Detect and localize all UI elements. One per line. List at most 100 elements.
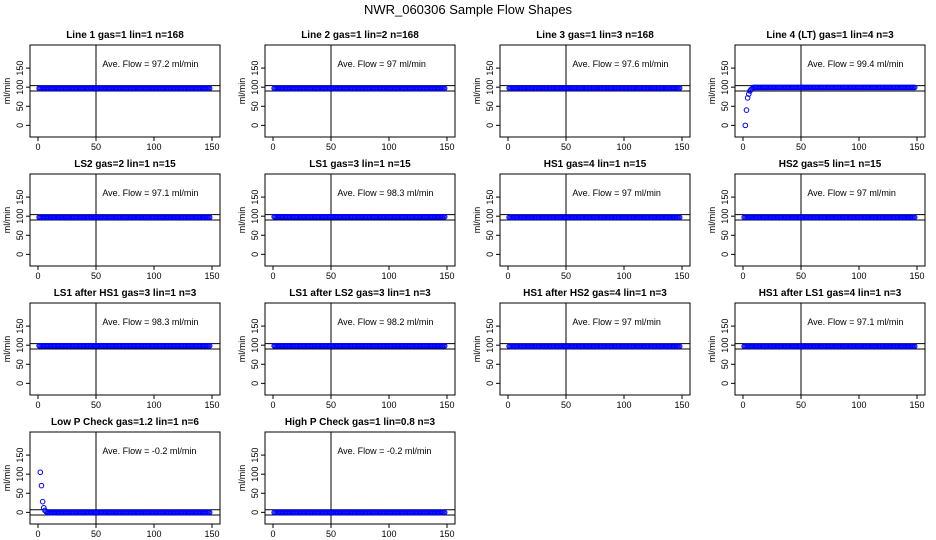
- y-tick-label: 0: [720, 252, 730, 257]
- x-tick-label: 0: [740, 142, 745, 152]
- y-tick-label: 100: [720, 80, 730, 95]
- average-flow-annotation: Ave. Flow = 97.1 ml/min: [102, 188, 198, 198]
- data-point: [441, 343, 448, 349]
- x-tick-label: 100: [381, 400, 396, 410]
- x-tick-label: 100: [381, 142, 396, 152]
- data-point: [742, 122, 749, 129]
- y-tick-label: 100: [250, 338, 260, 353]
- x-tick-label: 100: [851, 271, 866, 281]
- data-point: [206, 85, 213, 92]
- y-tick-label: 100: [15, 467, 25, 482]
- y-tick-label: 50: [485, 101, 495, 111]
- y-tick-label: 0: [485, 252, 495, 257]
- panel-1: Line 1 gas=1 lin=1 n=168 0 50 100 150 0 50 100 1…: [2, 30, 221, 152]
- y-tick-label: 0: [485, 381, 495, 386]
- average-flow-annotation: Ave. Flow = 97 ml/min: [572, 188, 661, 198]
- data-point: [676, 214, 683, 221]
- average-flow-annotation: Ave. Flow = 97.6 ml/min: [572, 59, 668, 69]
- data-point: [206, 214, 213, 221]
- y-tick-label: 0: [720, 381, 730, 386]
- y-tick-label: 0: [15, 123, 25, 128]
- y-tick-label: 0: [485, 123, 495, 128]
- x-tick-label: 100: [616, 271, 631, 281]
- y-tick-label: 50: [15, 488, 25, 498]
- x-tick-label: 50: [561, 142, 571, 152]
- y-tick-label: 50: [485, 359, 495, 369]
- average-flow-annotation: Ave. Flow = 97.2 ml/min: [102, 59, 198, 69]
- x-tick-label: 150: [909, 142, 924, 152]
- data-point: [441, 509, 448, 516]
- x-tick-label: 150: [204, 271, 219, 281]
- x-tick-label: 50: [91, 271, 101, 281]
- x-tick-label: 100: [616, 142, 631, 152]
- y-axis-label: ml/min: [707, 336, 717, 363]
- y-tick-label: 150: [250, 448, 260, 463]
- x-tick-label: 100: [146, 529, 161, 539]
- panel-4: Line 4 (LT) gas=1 lin=4 n=3 0 50 100 150 0 50 1…: [707, 30, 926, 152]
- x-tick-label: 150: [439, 142, 454, 152]
- y-tick-label: 150: [15, 61, 25, 76]
- y-tick-label: 0: [250, 252, 260, 257]
- y-axis-label: ml/min: [2, 336, 12, 363]
- y-tick-label: 0: [250, 381, 260, 386]
- x-tick-label: 150: [909, 271, 924, 281]
- y-tick-label: 150: [15, 319, 25, 334]
- panel-title: Line 4 (LT) gas=1 lin=4 n=3: [766, 30, 894, 41]
- y-tick-label: 150: [485, 61, 495, 76]
- y-axis-label: ml/min: [2, 465, 12, 492]
- y-tick-label: 50: [15, 359, 25, 369]
- average-flow-annotation: Ave. Flow = 97 ml/min: [337, 59, 426, 69]
- y-tick-label: 50: [15, 230, 25, 240]
- x-tick-label: 100: [381, 271, 396, 281]
- y-tick-label: 0: [15, 510, 25, 515]
- y-tick-label: 50: [720, 230, 730, 240]
- data-point: [37, 469, 44, 476]
- x-tick-label: 0: [35, 529, 40, 539]
- x-tick-label: 100: [146, 271, 161, 281]
- y-axis-label: ml/min: [237, 207, 247, 234]
- x-tick-label: 50: [796, 271, 806, 281]
- x-tick-label: 50: [91, 142, 101, 152]
- panel-12: HS1 after LS1 gas=4 lin=1 n=3 0 50 100 150 0 5…: [707, 288, 926, 410]
- panel-3: Line 3 gas=1 lin=3 n=168 0 50 100 150 0 50 100 1…: [472, 30, 691, 152]
- average-flow-annotation: Ave. Flow = 99.4 ml/min: [807, 59, 903, 69]
- panel-8: HS2 gas=5 lin=1 n=150 50 100 150050100150ml…: [707, 159, 926, 281]
- x-tick-label: 50: [326, 529, 336, 539]
- x-tick-label: 150: [674, 271, 689, 281]
- x-tick-label: 0: [505, 142, 510, 152]
- x-tick-label: 150: [674, 400, 689, 410]
- y-tick-label: 100: [485, 209, 495, 224]
- y-axis-label: ml/min: [707, 207, 717, 234]
- panel-title: LS1 after HS1 gas=3 lin=1 n=3: [54, 288, 197, 299]
- y-axis-label: ml/min: [237, 78, 247, 105]
- plot-frame: [29, 431, 221, 525]
- data-point: [746, 91, 752, 97]
- y-tick-label: 150: [720, 319, 730, 334]
- data-point: [911, 214, 918, 221]
- x-tick-label: 0: [35, 142, 40, 152]
- y-tick-label: 0: [15, 381, 25, 386]
- panel-10: LS1 after LS2 gas=3 lin=1 n=3 0 50 100 150 0 5…: [237, 288, 456, 410]
- y-axis-label: ml/min: [472, 336, 482, 363]
- panel-title: Line 1 gas=1 lin=1 n=168: [66, 30, 184, 41]
- x-tick-label: 0: [505, 400, 510, 410]
- panel-title: LS1 after LS2 gas=3 lin=1 n=3: [289, 288, 431, 299]
- y-axis-label: ml/min: [2, 207, 12, 234]
- y-tick-label: 100: [15, 80, 25, 95]
- average-flow-annotation: Ave. Flow = 97 ml/min: [572, 317, 661, 327]
- x-tick-label: 50: [91, 529, 101, 539]
- data-point: [743, 107, 750, 113]
- y-tick-label: 100: [15, 338, 25, 353]
- y-tick-label: 150: [250, 61, 260, 76]
- y-tick-label: 50: [15, 101, 25, 111]
- x-tick-label: 150: [439, 529, 454, 539]
- average-flow-annotation: Ave. Flow = 98.3 ml/min: [102, 317, 198, 327]
- data-point: [441, 85, 448, 92]
- average-flow-annotation: Ave. Flow = -0.2 ml/min: [337, 446, 431, 456]
- x-tick-label: 100: [146, 400, 161, 410]
- x-tick-label: 150: [204, 529, 219, 539]
- panel-title: HS1 after LS1 gas=4 lin=1 n=3: [759, 288, 902, 299]
- panel-13: Low P Check gas=1.2 lin=1 n=6 0 50 100 150 0 5…: [2, 417, 221, 539]
- average-flow-annotation: Ave. Flow = 97.1 ml/min: [807, 317, 903, 327]
- x-tick-label: 0: [270, 529, 275, 539]
